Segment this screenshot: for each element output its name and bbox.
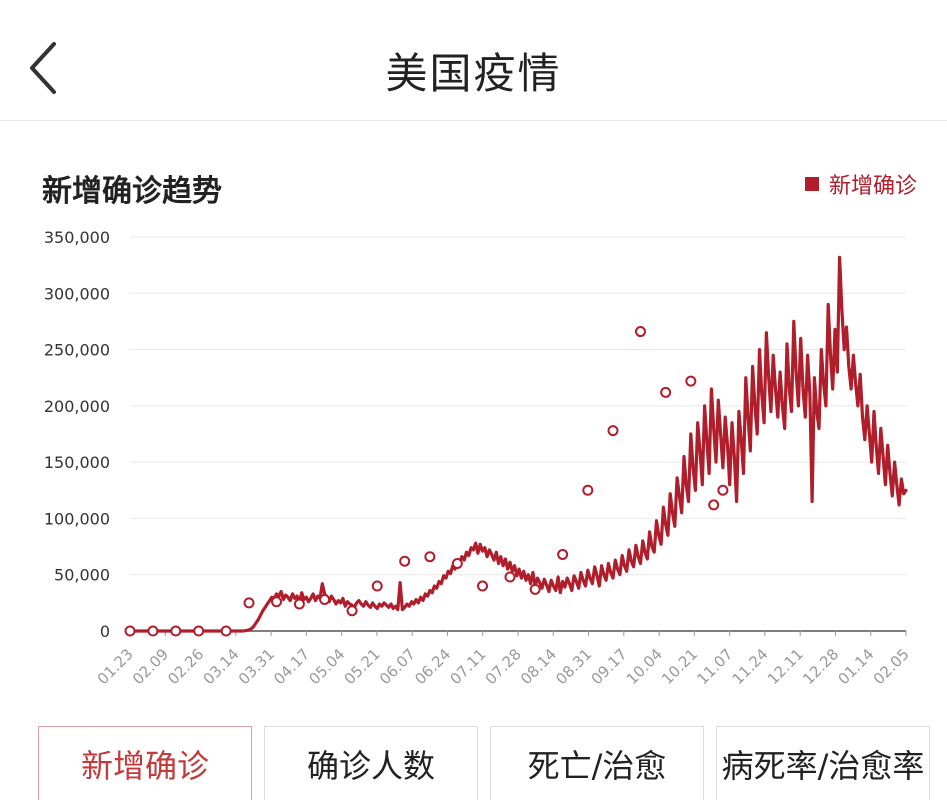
y-tick-label: 300,000: [44, 284, 110, 303]
x-tick-label: 05.21: [341, 645, 384, 688]
x-tick-label: 06.24: [411, 645, 454, 688]
x-tick-label: 03.31: [235, 645, 278, 688]
y-tick-label: 250,000: [44, 341, 110, 360]
data-point: [147, 625, 159, 637]
y-tick-label: 100,000: [44, 509, 110, 528]
data-point: [504, 571, 516, 583]
data-point: [634, 326, 646, 338]
x-tick-label: 12.11: [764, 645, 807, 688]
data-point: [371, 580, 383, 592]
data-point: [717, 484, 729, 496]
series-line: [128, 255, 908, 633]
page-title: 美国疫情: [385, 49, 562, 98]
data-point: [319, 593, 331, 605]
tab-confirmed-total[interactable]: 确诊人数: [264, 726, 478, 800]
x-tick-label: 10.21: [658, 645, 701, 688]
data-point: [243, 597, 255, 609]
data-point: [170, 625, 182, 637]
x-tick-label: 01.23: [94, 645, 137, 688]
y-tick-label: 350,000: [44, 228, 110, 247]
data-point: [293, 598, 305, 610]
back-button[interactable]: [24, 38, 84, 102]
y-tick-label: 0: [100, 622, 110, 641]
y-tick-label: 50,000: [54, 566, 110, 585]
x-tick-label: 10.04: [623, 645, 666, 688]
y-tick-label: 200,000: [44, 397, 110, 416]
chart-legend[interactable]: 新增确诊: [804, 168, 917, 200]
data-point: [220, 625, 232, 637]
data-point: [424, 551, 436, 563]
x-tick-label: 05.04: [305, 645, 348, 688]
data-point: [271, 596, 283, 608]
data-point: [346, 605, 358, 617]
data-point: [529, 583, 541, 595]
x-tick-label: 02.09: [129, 645, 172, 688]
x-tick-label: 09.17: [588, 645, 631, 688]
tab-fatality-recovery-rate[interactable]: 病死率/治愈率: [716, 726, 930, 800]
legend-label: 新增确诊: [828, 174, 917, 199]
x-tick-label: 07.28: [482, 645, 525, 688]
x-tick-label: 06.07: [376, 645, 419, 688]
data-point: [451, 557, 463, 569]
x-tick-label: 03.14: [200, 645, 243, 688]
chevron-left-icon: [30, 42, 56, 94]
data-point: [557, 548, 569, 560]
data-point: [708, 499, 720, 511]
x-tick-label: 11.24: [729, 645, 772, 688]
tab-new-confirmed[interactable]: 新增确诊: [38, 726, 252, 800]
x-tick-label: 08.31: [552, 645, 595, 688]
x-tick-label: 07.11: [446, 645, 489, 688]
x-tick-label: 02.26: [164, 645, 207, 688]
data-point: [477, 580, 489, 592]
metric-tabs: 新增确诊 确诊人数 死亡/治愈 病死率/治愈率: [38, 726, 930, 800]
x-tick-label: 08.14: [517, 645, 560, 688]
y-tick-label: 150,000: [44, 453, 110, 472]
x-tick-label: 01.14: [834, 645, 877, 688]
data-point: [399, 555, 411, 567]
data-point: [124, 625, 136, 637]
chart-title: 新增确诊趋势: [42, 174, 222, 209]
x-tick-label: 12.28: [799, 645, 842, 688]
x-tick-label: 04.17: [270, 645, 313, 688]
app-header: 美国疫情: [0, 0, 947, 121]
data-point: [660, 386, 672, 398]
x-tick-label: 11.07: [693, 645, 736, 688]
x-tick-label: 02.05: [870, 645, 913, 688]
data-point: [582, 484, 594, 496]
legend-swatch: [804, 177, 819, 191]
trend-line-chart: 350,000 300,000 250,000 200,000 150,000 100,0…: [44, 228, 913, 688]
tab-deaths-recovered[interactable]: 死亡/治愈: [490, 726, 704, 800]
data-point: [607, 425, 619, 437]
data-point: [685, 375, 697, 387]
data-point: [193, 625, 205, 637]
